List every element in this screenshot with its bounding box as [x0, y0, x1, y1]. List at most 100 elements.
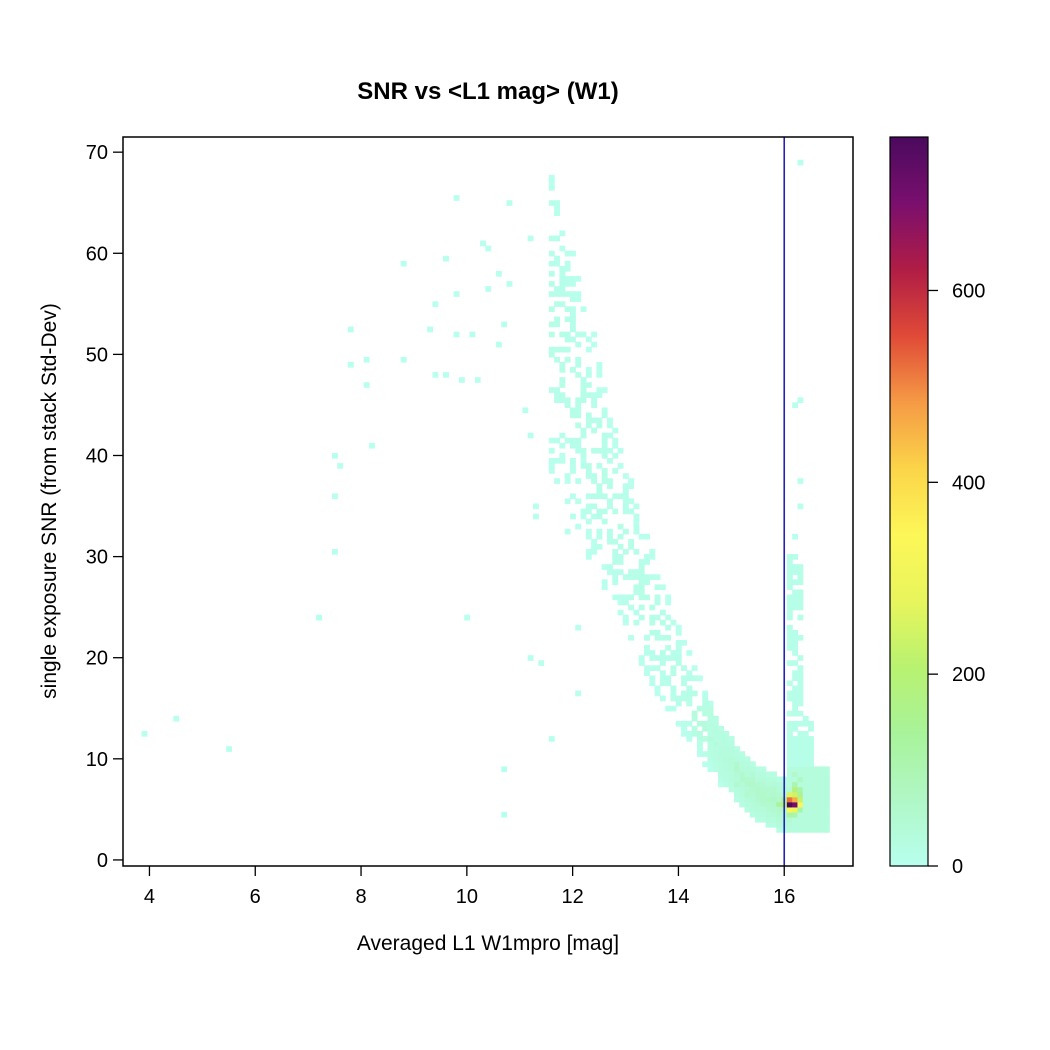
heatmap-cell [559, 452, 566, 459]
heatmap-cell [792, 554, 799, 560]
heatmap-cell [786, 634, 793, 641]
heatmap-cell [432, 372, 439, 378]
heatmap-cell [569, 336, 576, 343]
heatmap-cell [702, 720, 709, 727]
heatmap-cell [569, 437, 576, 444]
heatmap-cell [548, 447, 555, 454]
heatmap-cell [569, 493, 576, 500]
heatmap-cell [612, 549, 619, 555]
heatmap-cell [564, 402, 571, 409]
heatmap-cell [617, 447, 624, 454]
heatmap-cell [580, 508, 587, 515]
heatmap-cell [786, 645, 793, 651]
heatmap-cell [469, 331, 476, 338]
heatmap-cell [696, 720, 703, 727]
heatmap-cell [718, 746, 724, 752]
heatmap-cell [628, 604, 635, 611]
heatmap-cell [665, 599, 672, 606]
heatmap-cell [802, 715, 809, 722]
heatmap-cell [554, 260, 561, 267]
heatmap-cell [432, 301, 439, 307]
heatmap-cell [564, 276, 571, 282]
heatmap-cell [818, 806, 825, 813]
heatmap-cell [443, 255, 449, 262]
heatmap-cell [792, 634, 799, 641]
heatmap-cell [808, 776, 814, 783]
heatmap-cell [569, 367, 576, 373]
heatmap-cell [607, 503, 613, 510]
heatmap-cell [802, 736, 809, 742]
heatmap-cell [802, 746, 809, 752]
heatmap-cell [686, 720, 693, 727]
heatmap-cell [686, 685, 693, 692]
y-tick-label: 40 [86, 445, 108, 467]
heatmap-cell [760, 801, 767, 808]
heatmap-cell [659, 670, 666, 677]
heatmap-cell [622, 614, 629, 621]
heatmap-cell [554, 392, 561, 398]
heatmap-cell [601, 518, 608, 525]
heatmap-cell [696, 741, 703, 747]
heatmap-cell [797, 634, 804, 641]
heatmap-cell [554, 316, 561, 323]
heatmap-cell [712, 766, 719, 773]
heatmap-cell [786, 761, 793, 768]
heatmap-cell [580, 447, 587, 454]
heatmap-cell [559, 281, 566, 287]
heatmap-cell [585, 367, 592, 373]
heatmap-cell [802, 791, 809, 798]
heatmap-cell [601, 584, 608, 591]
heatmap-cell [723, 776, 730, 783]
heatmap-cell [696, 751, 703, 757]
heatmap-cell [681, 725, 687, 732]
heatmap-cell [548, 281, 555, 287]
heatmap-cell [337, 463, 344, 469]
heatmap-cell [554, 200, 561, 206]
heatmap-cell [792, 670, 799, 677]
heatmap-cell [633, 569, 640, 575]
heatmap-cell [802, 756, 809, 762]
heatmap-cell [559, 432, 566, 439]
heatmap-cell [665, 675, 672, 682]
heatmap-cell [628, 483, 635, 489]
heatmap-cell [585, 422, 592, 429]
heatmap-cell [818, 801, 825, 808]
heatmap-cell [501, 321, 508, 328]
heatmap-cell [755, 781, 762, 788]
heatmap-cell [548, 179, 555, 186]
heatmap-cell [601, 387, 608, 393]
heatmap-cell [596, 543, 603, 550]
heatmap-cell [728, 776, 735, 783]
heatmap-cell [575, 447, 582, 454]
heatmap-cell [607, 533, 613, 540]
heatmap-cell [633, 523, 640, 530]
heatmap-cell [792, 589, 799, 596]
heatmap-cell [617, 493, 624, 500]
heatmap-cell [633, 528, 640, 535]
heatmap-cell [681, 640, 687, 646]
heatmap-cell [786, 751, 793, 757]
heatmap-cell [654, 594, 661, 601]
heatmap-cell [755, 806, 762, 813]
heatmap-cell [792, 675, 799, 682]
heatmap-cell [792, 660, 799, 666]
heatmap-cell [548, 437, 555, 444]
heatmap-cell [585, 392, 592, 398]
heatmap-cell [554, 387, 561, 393]
heatmap-cell [718, 725, 724, 732]
heatmap-cell [702, 751, 709, 757]
heatmap-cell [548, 174, 555, 181]
heatmap-cell [771, 811, 777, 818]
heatmap-cell [554, 478, 561, 484]
heatmap-cell [633, 584, 640, 591]
heatmap-cell [823, 776, 830, 783]
heatmap-cell [686, 695, 693, 702]
heatmap-cell [548, 387, 555, 393]
heatmap-cell [548, 291, 555, 297]
heatmap-cell [569, 250, 576, 257]
x-axis: 4 6 8 10 12 14 16 [144, 866, 795, 908]
heatmap-cell [792, 564, 799, 570]
heatmap-cell [548, 260, 555, 267]
heatmap-cell [765, 811, 772, 818]
heatmap-cell [813, 791, 820, 798]
